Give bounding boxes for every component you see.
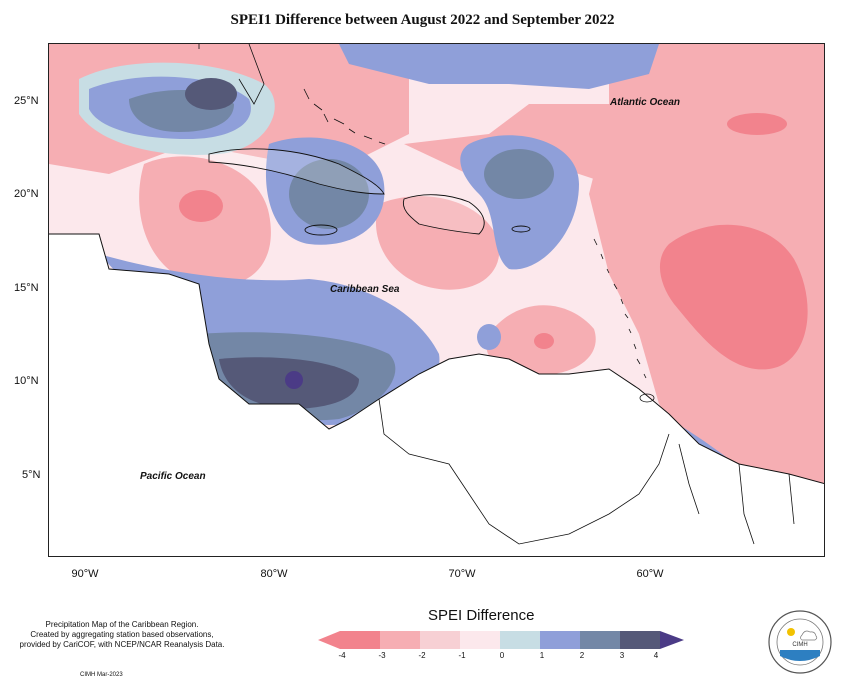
very-dry-spot-south (534, 333, 554, 349)
sun-icon (787, 628, 795, 636)
longitude-label-60w: 60°W (636, 568, 664, 580)
very-dry-spot-northeast (727, 113, 787, 135)
wet-spot-abc-islands (477, 324, 501, 350)
pacific-ocean-label: Pacific Ocean (140, 471, 206, 482)
cloud-icon (800, 630, 818, 641)
map-canvas (49, 44, 824, 556)
latitude-label-15n: 15°N (14, 282, 39, 294)
wet-region-gulf-peak (185, 78, 237, 110)
south-central-america-land (49, 234, 824, 556)
hispaniola (402, 194, 485, 235)
legend-swatch (460, 631, 500, 649)
legend-tick: 4 (653, 651, 659, 660)
legend-arrow-low (318, 631, 340, 649)
longitude-label-80w: 80°W (260, 568, 288, 580)
legend-swatch (340, 631, 380, 649)
wet-region-north-band (339, 44, 659, 89)
credit-line: provided by CariCOF, with NCEP/NCAR Rean… (19, 640, 225, 649)
puerto-rico (511, 225, 531, 233)
legend-colorbar (318, 631, 684, 649)
legend-tick: 0 (499, 651, 505, 660)
legend-tick: -2 (418, 651, 426, 660)
florida-coast (198, 44, 265, 105)
legend-tick: -4 (338, 651, 346, 660)
legend-swatch (420, 631, 460, 649)
national-borders (378, 398, 670, 545)
legend-tick: -1 (458, 651, 466, 660)
bahamas-islands (303, 88, 386, 145)
longitude-label-70w: 70°W (448, 568, 476, 580)
wet-region-southwest-peak (285, 371, 303, 389)
spei-map (48, 43, 825, 557)
latitude-label-5n: 5°N (22, 469, 41, 481)
guianas-borders (678, 443, 795, 545)
credit-line: Precipitation Map of the Caribbean Regio… (45, 620, 199, 629)
legend-title: SPEI Difference (428, 607, 535, 624)
longitude-label-90w: 90°W (71, 568, 99, 580)
lesser-antilles (593, 238, 647, 379)
legend-swatch (500, 631, 540, 649)
latitude-label-20n: 20°N (14, 188, 39, 200)
map-credit: Precipitation Map of the Caribbean Regio… (6, 620, 238, 650)
legend-swatch (540, 631, 580, 649)
legend-tick: -3 (378, 651, 386, 660)
cimh-date: CIMH Mar-2023 (80, 672, 123, 678)
cuba (208, 148, 385, 195)
coastline (49, 233, 824, 484)
latitude-label-10n: 10°N (14, 375, 39, 387)
legend-tick: 1 (539, 651, 545, 660)
wet-region-eastern-caribbean-core (484, 149, 554, 199)
very-dry-atlantic (659, 224, 808, 370)
jamaica (304, 224, 338, 236)
legend-swatch (620, 631, 660, 649)
legend-tick: 2 (579, 651, 585, 660)
dry-region-hispaniola (375, 196, 500, 290)
credit-line: Created by aggregating station based obs… (30, 630, 214, 639)
map-title: SPEI1 Difference between August 2022 and… (230, 12, 615, 28)
logo-text: CIMH (792, 642, 807, 648)
cimh-logo: CIMH (768, 610, 832, 674)
atlantic-ocean-label: Atlantic Ocean (610, 97, 681, 108)
legend-swatch (380, 631, 420, 649)
very-dry-spot-west (179, 190, 223, 222)
caribbean-sea-label: Caribbean Sea (330, 284, 400, 295)
legend-arrow-high (660, 631, 684, 649)
trinidad (639, 393, 655, 403)
wet-region-cuba-core (289, 159, 369, 229)
legend-tick: 3 (619, 651, 625, 660)
latitude-label-25n: 25°N (14, 95, 39, 107)
water-icon (780, 650, 820, 661)
legend-swatch (580, 631, 620, 649)
